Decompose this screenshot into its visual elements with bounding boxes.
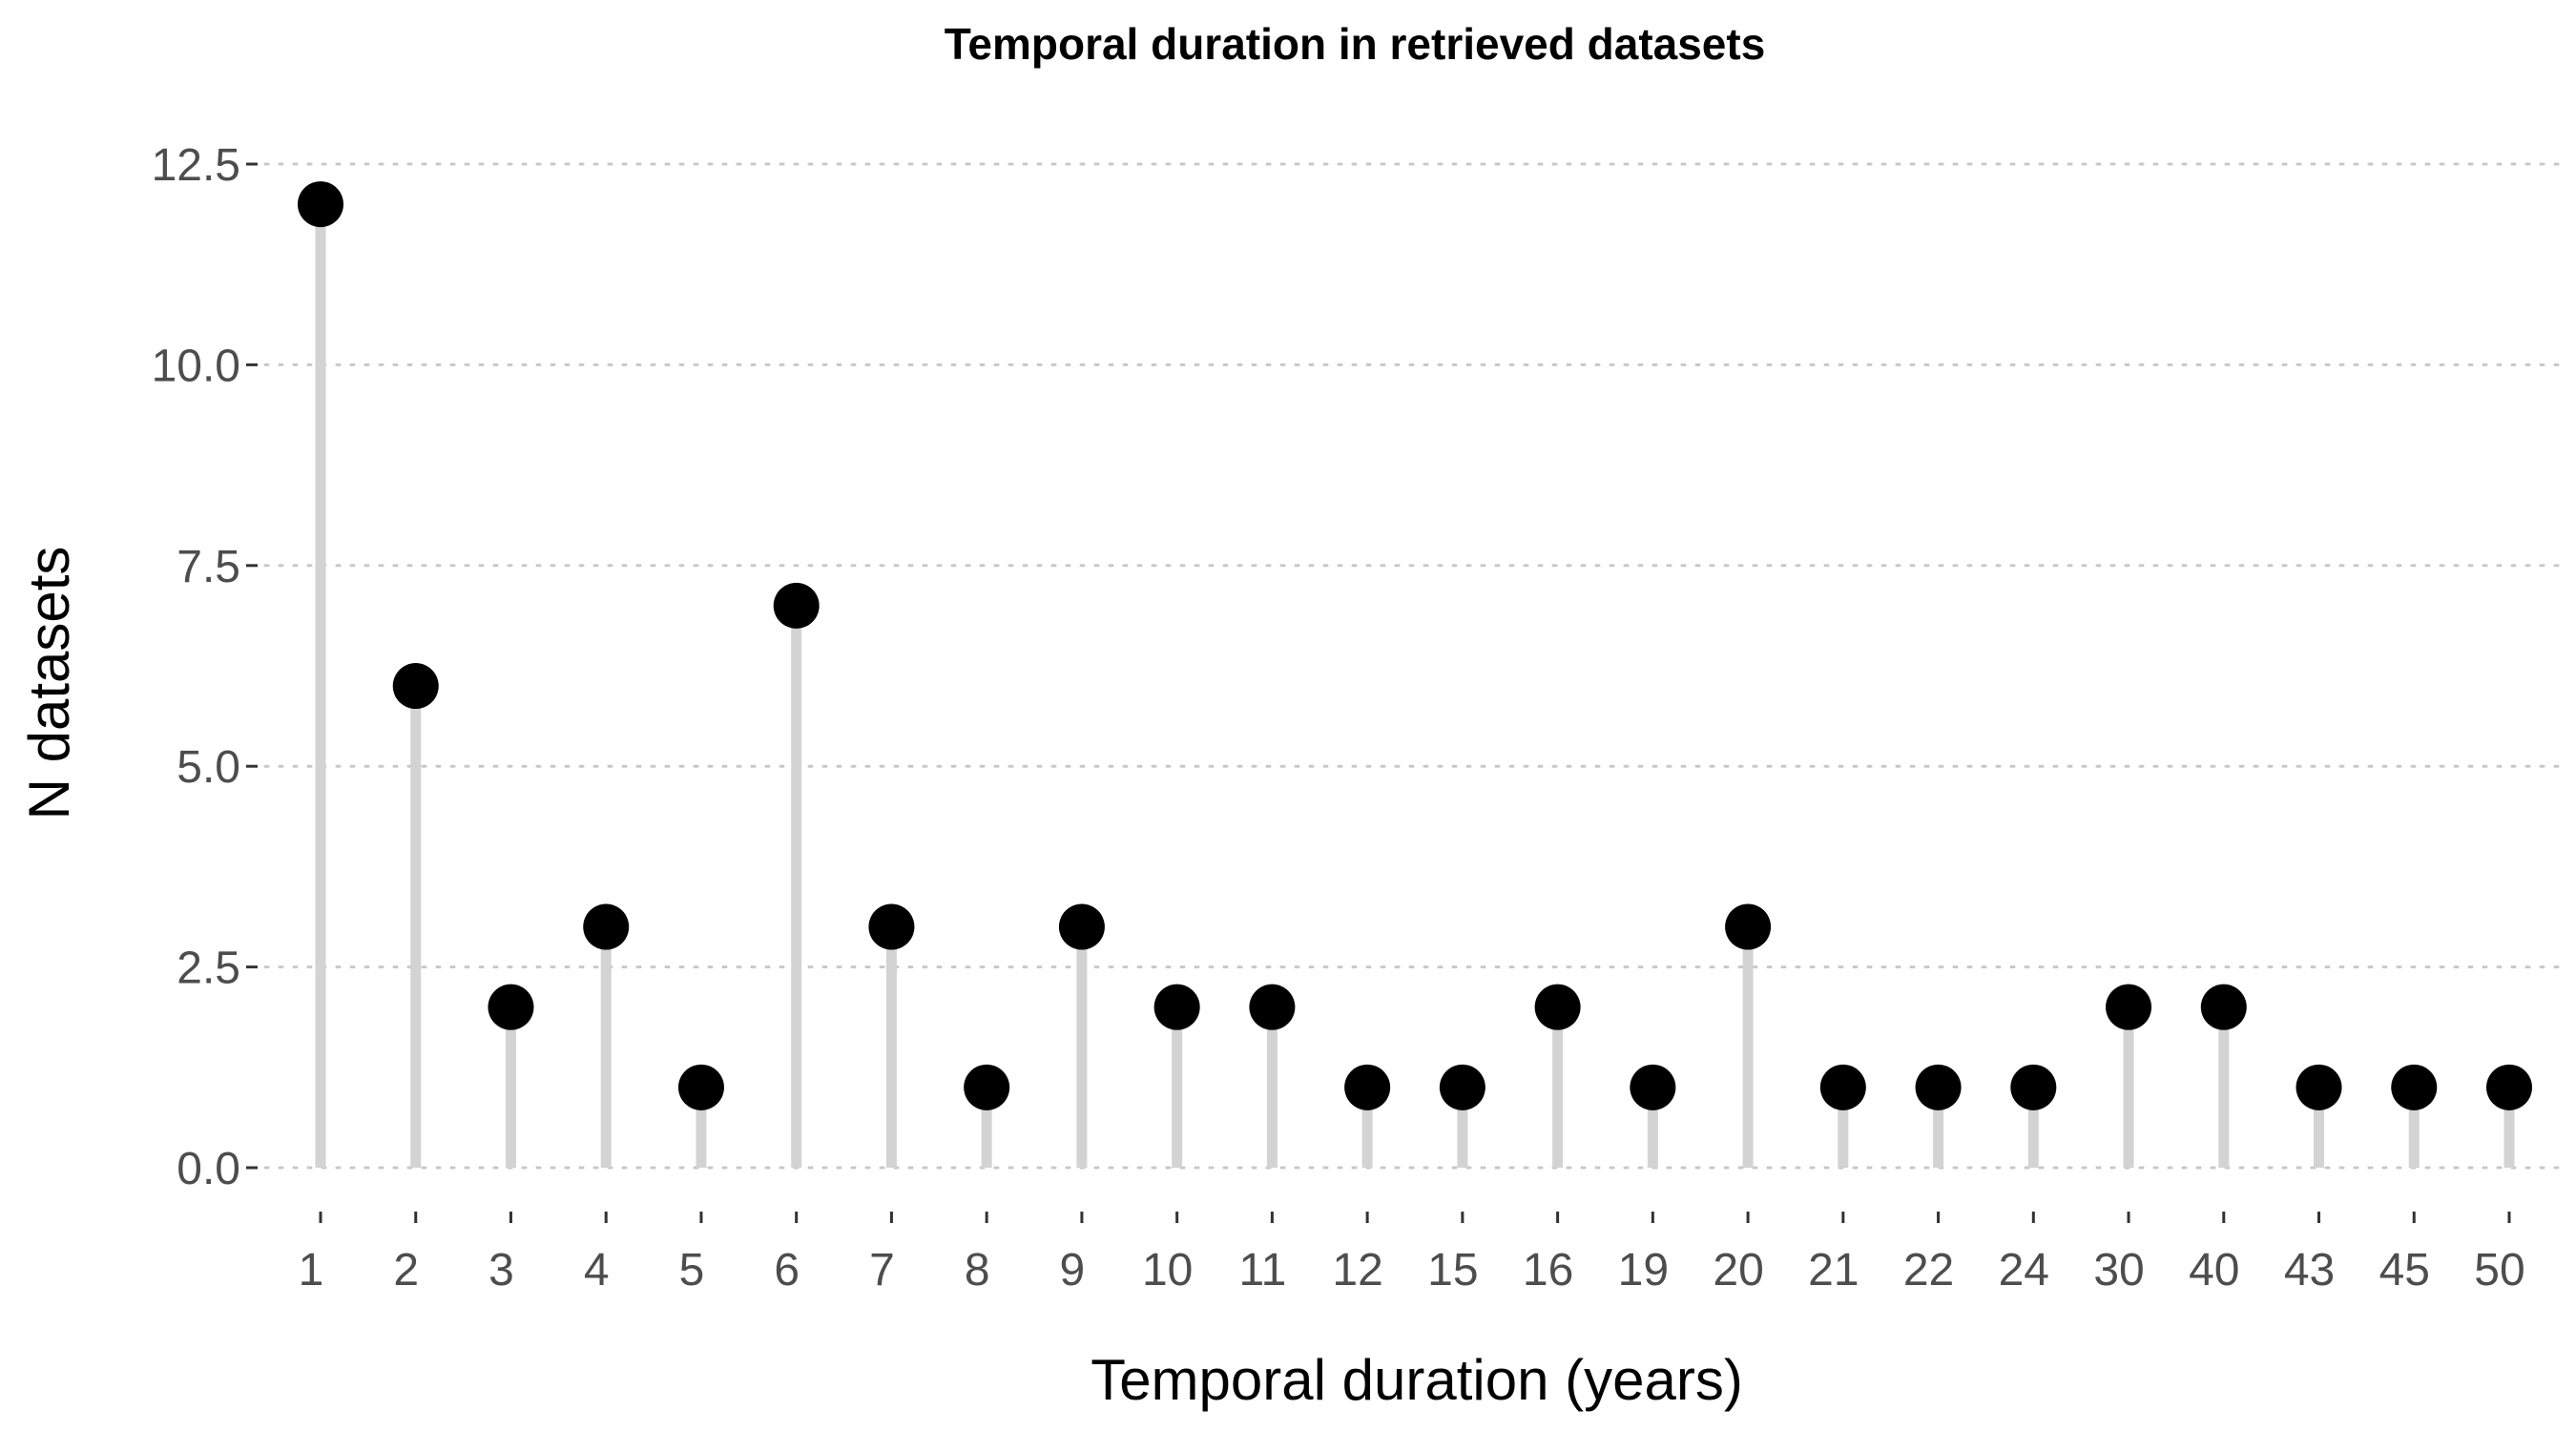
lollipop-points: [298, 181, 2532, 1110]
data-point: [1819, 1064, 1866, 1110]
x-tick-label: 22: [1903, 1245, 1954, 1296]
data-point: [2200, 984, 2247, 1030]
chart-title: Temporal duration in retrieved datasets: [945, 19, 1766, 69]
data-point: [298, 181, 343, 228]
data-point: [2391, 1064, 2438, 1110]
x-tick-label: 7: [869, 1245, 895, 1296]
x-tick-label: 8: [965, 1245, 990, 1296]
y-tick-label: 0.0: [177, 1144, 240, 1194]
x-tick-label: 11: [1238, 1245, 1286, 1296]
data-point: [1630, 1064, 1676, 1110]
data-point: [677, 1064, 724, 1110]
x-tick-label: 30: [2093, 1245, 2144, 1296]
data-point: [1249, 984, 1296, 1030]
x-tick-label: 21: [1808, 1245, 1859, 1296]
data-point: [1344, 1064, 1391, 1110]
x-tick-label: 16: [1523, 1245, 1573, 1296]
data-point: [1439, 1064, 1485, 1110]
x-tick-label: 43: [2284, 1245, 2335, 1296]
y-axis: 0.0 2.5 5.0 7.5 10.0 12.5: [152, 140, 258, 1194]
y-tick-label: 10.0: [152, 341, 240, 391]
x-tick-label: 4: [584, 1245, 610, 1296]
data-point: [1534, 984, 1581, 1030]
y-axis-title: N datasets: [17, 547, 81, 820]
x-tick-label: 1: [299, 1245, 324, 1296]
x-tick-label: 6: [774, 1245, 800, 1296]
y-tick-label: 7.5: [177, 542, 240, 592]
data-point: [392, 663, 439, 710]
x-tick-label: 45: [2379, 1245, 2430, 1296]
x-tick-label: 15: [1427, 1245, 1478, 1296]
data-point: [488, 984, 534, 1030]
data-point: [1153, 984, 1200, 1030]
data-point: [2010, 1064, 2057, 1110]
x-tick-label: 5: [679, 1245, 705, 1296]
x-tick-label: 19: [1618, 1245, 1669, 1296]
x-tick-label: 10: [1142, 1245, 1193, 1296]
data-point: [2486, 1064, 2532, 1110]
x-tick-label: 12: [1332, 1245, 1382, 1296]
data-point: [1915, 1064, 1962, 1110]
x-tick-label: 40: [2189, 1245, 2239, 1296]
data-point: [2106, 984, 2152, 1030]
x-tick-label: 50: [2474, 1245, 2524, 1296]
data-point: [2296, 1064, 2342, 1110]
x-tick-label: 24: [1999, 1245, 2049, 1296]
lollipop-stems: [315, 204, 2515, 1168]
x-tick-label: 9: [1060, 1245, 1086, 1296]
y-tick-label: 5.0: [177, 742, 240, 793]
y-tick-label: 2.5: [177, 944, 240, 994]
data-point: [1058, 903, 1105, 950]
grid-lines: [263, 162, 2568, 1170]
y-tick-label: 12.5: [152, 140, 240, 191]
data-point: [868, 903, 915, 950]
x-tick-label: 2: [393, 1245, 419, 1296]
data-point: [773, 582, 820, 629]
x-axis-title: Temporal duration (years): [1091, 1348, 1743, 1412]
data-point: [583, 903, 630, 950]
x-tick-label: 3: [488, 1245, 514, 1296]
x-axis: 1 2 3 4 5 6 7 8 9 10 11 12 15 16 19 20 21 22 24 30 40 43 45 50: [299, 1212, 2525, 1296]
data-point: [1725, 903, 1772, 950]
data-point: [964, 1064, 1010, 1110]
x-tick-label: 20: [1713, 1245, 1763, 1296]
